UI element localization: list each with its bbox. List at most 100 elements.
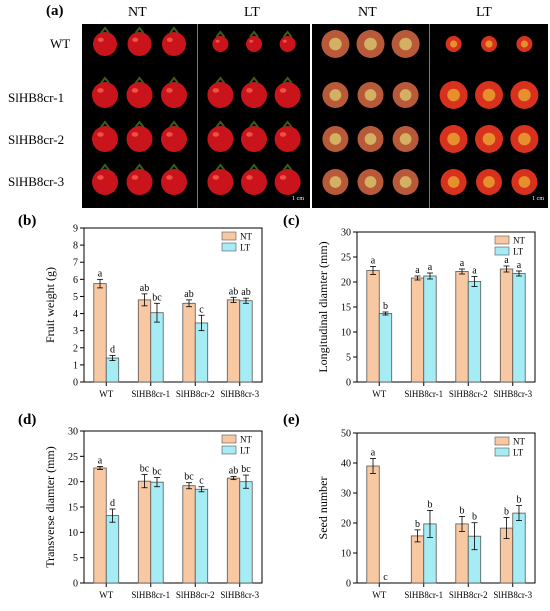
fruit-locule (364, 176, 377, 188)
fruit-whole (161, 126, 187, 152)
significance-letter: a (504, 255, 509, 266)
fruit-highlight (212, 132, 220, 137)
significance-letter: c (199, 476, 204, 487)
bar-nt (93, 467, 107, 584)
bar-nt (226, 477, 241, 584)
fruit-stem (282, 30, 293, 38)
significance-letter: ab (241, 287, 250, 298)
fruit-highlight (279, 132, 287, 137)
y-tick-label: 0 (346, 579, 351, 590)
fruit-locule (447, 132, 460, 146)
fruit-highlight (249, 39, 254, 43)
fruit-whole (207, 82, 234, 108)
panel-c-letter: (c) (283, 213, 300, 229)
fruit-whole (93, 32, 117, 56)
fruit-whole (162, 32, 186, 56)
significance-letter: b (427, 499, 432, 510)
photo-whole-nt (82, 24, 197, 208)
fruit-whole (279, 36, 296, 52)
fruit-stem (249, 120, 259, 128)
fruit-whole (92, 82, 118, 108)
bar-nt (182, 485, 196, 584)
y-tick-label: 30 (341, 489, 351, 500)
fruit-locule (482, 88, 496, 102)
fruit-locule (364, 89, 377, 101)
legend-label-lt: LT (240, 446, 251, 456)
significance-letter: a (98, 455, 103, 466)
significance-letter: b (472, 512, 477, 523)
fruit-stem (100, 120, 110, 128)
panel-a-letter: (a) (46, 3, 64, 19)
row-label-slhb8cr-1: SlHB8cr-1 (8, 90, 65, 105)
fruit-highlight (131, 88, 139, 93)
fruit-stem (169, 120, 179, 128)
bar-nt (499, 268, 514, 383)
fruit-locule (399, 37, 412, 51)
fruit-highlight (279, 175, 287, 180)
y-tick-label: 2 (73, 343, 78, 354)
fruit-locule (520, 40, 528, 48)
fruit-stem (282, 76, 293, 84)
x-tick-label: SlHB8cr-1 (404, 389, 443, 399)
fruit-whole (274, 126, 301, 152)
fruit-locule (329, 133, 342, 145)
fruit-locule (329, 176, 342, 188)
fruit-locule (518, 176, 531, 188)
photo-section-lt: 1 cm (429, 24, 548, 208)
panel-e-letter: (e) (283, 412, 300, 428)
fruit-highlight (212, 175, 220, 180)
fruit-locule (447, 88, 460, 102)
col-header-whole-nt: NT (128, 5, 147, 20)
y-tick-label: 10 (68, 528, 78, 539)
bar-nt (410, 277, 425, 383)
fruit-whole (212, 36, 229, 52)
significance-letter: b (383, 301, 388, 312)
plot-frame (356, 432, 536, 584)
fruit-stem (169, 76, 179, 84)
y-tick-label: 5 (73, 292, 78, 303)
bar-nt (455, 271, 469, 383)
fruit-stem (215, 120, 226, 128)
legend-label-lt: LT (240, 243, 251, 253)
fruit-highlight (166, 88, 173, 93)
fruit-highlight (212, 88, 220, 93)
fruit-locule (482, 132, 496, 146)
fruit-highlight (279, 88, 287, 93)
fruit-locule (450, 40, 458, 48)
bar-lt (467, 281, 482, 383)
x-tick-label: SlHB8cr-3 (493, 590, 532, 600)
significance-letter: ab (184, 289, 193, 300)
bar-nt (410, 535, 425, 584)
fruit-locule (485, 40, 493, 48)
y-tick-label: 6 (73, 275, 78, 286)
significance-letter: bc (241, 464, 251, 475)
fruit-highlight (166, 37, 173, 42)
legend-swatch-lt (494, 447, 510, 457)
fruit-stem (249, 76, 259, 84)
significance-letter: ab (229, 466, 238, 477)
significance-letter: a (371, 256, 376, 267)
fruit-locule (399, 176, 412, 188)
x-tick-label: SlHB8cr-2 (449, 590, 488, 600)
fruit-stem (215, 30, 226, 38)
bar-nt (226, 299, 241, 383)
fruit-stem (282, 163, 293, 171)
x-tick-label: SlHB8cr-3 (493, 389, 532, 399)
fruit-locule (364, 37, 377, 51)
bar-nt (137, 299, 152, 383)
bar-lt (423, 275, 437, 383)
fruit-highlight (246, 175, 253, 180)
x-tick-label: SlHB8cr-2 (176, 389, 215, 399)
fruit-stem (249, 30, 259, 38)
panel-b-letter: (b) (18, 213, 37, 229)
chart-fruit-weight: 0 1 2 3 4 5 6 7 8 9 Fruit weight (g) WT a d SlHB8cr-1 a… (43, 224, 263, 399)
fruit-stem (100, 163, 110, 171)
fruit-locule (329, 37, 342, 51)
fruit-locule (364, 133, 377, 145)
bar-lt (194, 488, 209, 584)
x-tick-label: SlHB8cr-1 (404, 590, 443, 600)
bar-lt (105, 357, 120, 383)
fruit-locule (518, 132, 531, 146)
y-tick-label: 30 (341, 228, 351, 239)
y-tick-label: 1 (73, 360, 78, 371)
